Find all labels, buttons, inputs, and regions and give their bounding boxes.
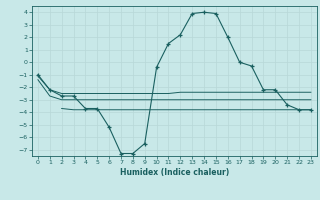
X-axis label: Humidex (Indice chaleur): Humidex (Indice chaleur) bbox=[120, 168, 229, 177]
